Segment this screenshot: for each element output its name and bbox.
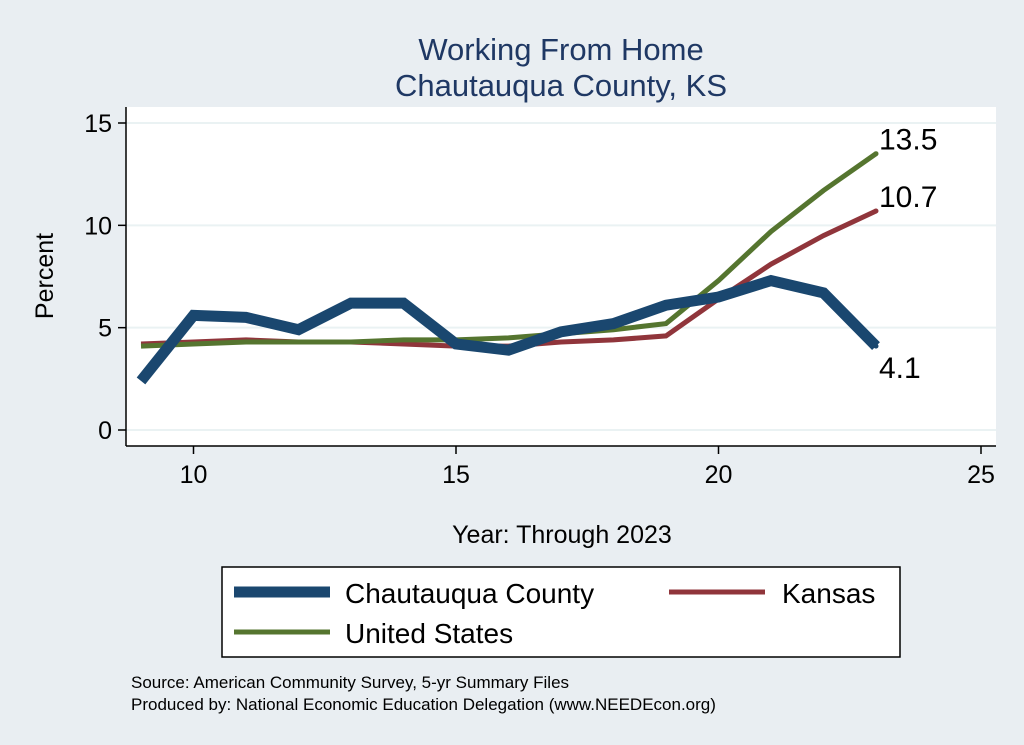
x-tick-label-25: 25 <box>967 461 995 489</box>
x-axis-title: Year: Through 2023 <box>452 521 672 549</box>
end-labels: 4.1 10.7 13.5 <box>873 124 937 385</box>
legend: Chautauqua County Kansas United States <box>221 566 901 658</box>
legend-label-chautauqua: Chautauqua County <box>345 578 594 609</box>
series-line-united-states <box>140 151 878 349</box>
y-tick-label-15: 15 <box>84 110 112 138</box>
legend-label-kansas: Kansas <box>782 578 875 609</box>
y-axis-title: Percent <box>31 233 59 319</box>
x-tick-label-20: 20 <box>705 461 733 489</box>
producer-note: Produced by: National Economic Education… <box>131 695 716 714</box>
legend-box <box>221 566 901 658</box>
series-lines <box>136 151 880 385</box>
end-label-chautauqua: 4.1 <box>879 352 921 385</box>
y-tick-label-5: 5 <box>98 315 112 343</box>
end-marker-kansas <box>873 208 879 214</box>
end-label-united-states: 13.5 <box>879 124 937 157</box>
end-label-kansas: 10.7 <box>879 181 937 214</box>
chart-subtitle: Chautauqua County, KS <box>395 68 727 103</box>
chart-title: Working From Home <box>418 32 703 67</box>
axes: 0 5 10 15 10 15 20 25 <box>84 107 996 489</box>
y-tick-label-0: 0 <box>98 417 112 445</box>
series-line-chautauqua <box>136 274 880 385</box>
x-tick-label-10: 10 <box>180 461 208 489</box>
source-note: Source: American Community Survey, 5-yr … <box>131 673 569 692</box>
end-marker-united-states <box>873 151 879 157</box>
plot-area <box>126 107 996 446</box>
y-tick-label-10: 10 <box>84 212 112 240</box>
legend-label-united-states: United States <box>345 618 513 649</box>
x-tick-label-15: 15 <box>442 461 470 489</box>
end-marker-chautauqua <box>873 343 879 349</box>
